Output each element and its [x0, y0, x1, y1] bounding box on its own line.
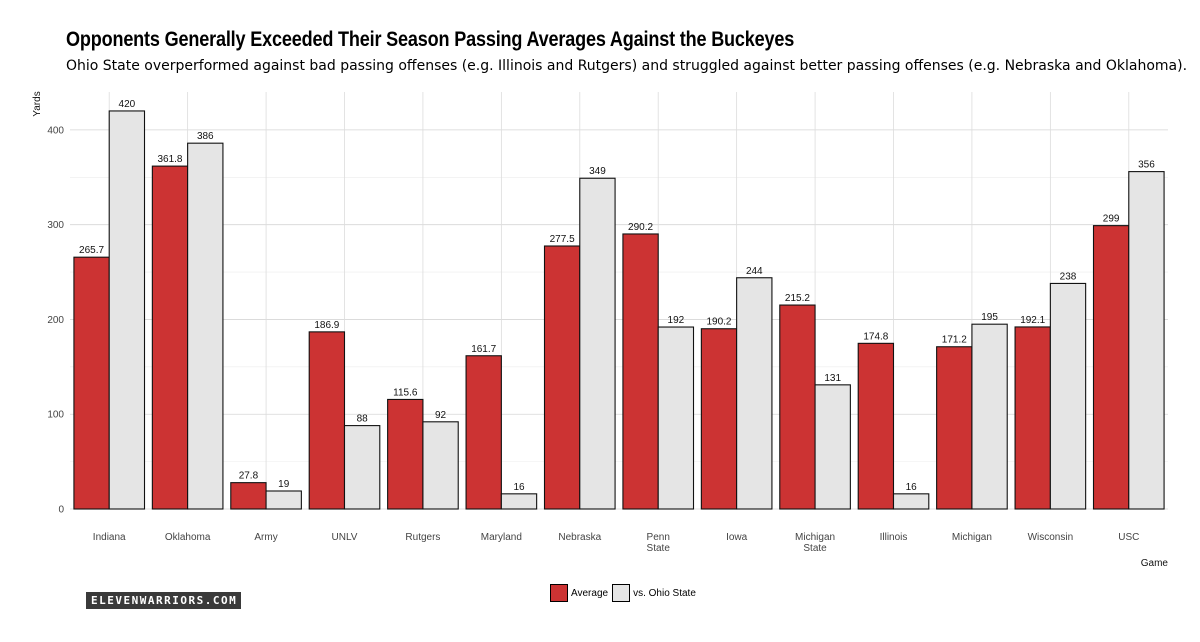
x-tick-label: Michigan: [795, 532, 835, 543]
legend-swatch-average: [550, 584, 568, 602]
data-label-vs-ohio-state: 420: [119, 99, 136, 110]
data-label-average: 161.7: [471, 344, 496, 355]
data-label-average: 27.8: [239, 471, 259, 482]
bar-average: [936, 346, 973, 510]
data-label-vs-ohio-state: 192: [668, 315, 685, 326]
bar-vs-ohio-state: [736, 277, 773, 510]
x-tick-label: Maryland: [481, 532, 522, 543]
bar-vs-ohio-state: [187, 142, 224, 510]
data-label-vs-ohio-state: 386: [197, 131, 214, 142]
data-label-average: 115.6: [393, 387, 418, 398]
bar-average: [779, 304, 816, 510]
bar-vs-ohio-state: [265, 490, 302, 510]
data-label-average: 277.5: [550, 234, 575, 245]
bar-average: [73, 256, 110, 510]
data-label-vs-ohio-state: 16: [906, 482, 918, 493]
bar-average: [1092, 225, 1130, 510]
bar-average: [543, 245, 581, 510]
x-tick-label: Indiana: [93, 532, 126, 543]
data-label-vs-ohio-state: 195: [981, 312, 998, 323]
bar-vs-ohio-state: [657, 326, 695, 510]
data-label-vs-ohio-state: 244: [746, 266, 763, 277]
bar-average: [387, 398, 424, 510]
bar-vs-ohio-state: [500, 493, 538, 510]
bar-vs-ohio-state: [971, 323, 1008, 510]
y-tick-label: 0: [58, 505, 64, 516]
bar-average: [700, 328, 738, 510]
chart-subtitle: Ohio State overperformed against bad pas…: [66, 58, 1188, 74]
x-tick-label: Wisconsin: [1028, 532, 1074, 543]
bar-vs-ohio-state: [579, 177, 616, 510]
legend-swatch-vs-ohio-state: [612, 584, 631, 602]
data-label-average: 215.2: [785, 293, 810, 304]
data-label-average: 361.8: [157, 154, 182, 165]
bar-vs-ohio-state: [343, 425, 381, 510]
bar-average: [857, 342, 895, 510]
data-label-average: 265.7: [79, 245, 104, 256]
bar-vs-ohio-state: [1049, 282, 1087, 510]
bar-average: [622, 233, 659, 510]
x-tick-label: Illinois: [880, 532, 908, 543]
legend-label-average: Average: [571, 587, 609, 599]
data-label-average: 174.8: [863, 331, 888, 342]
x-tick-label: UNLV: [332, 532, 358, 543]
data-label-vs-ohio-state: 92: [435, 410, 447, 421]
y-tick-label: 200: [47, 315, 64, 326]
x-tick-label: USC: [1118, 532, 1139, 543]
bar-average: [230, 482, 267, 510]
data-label-vs-ohio-state: 238: [1060, 271, 1077, 282]
data-label-vs-ohio-state: 356: [1138, 160, 1155, 171]
bar-average: [1014, 326, 1051, 510]
bar-vs-ohio-state: [814, 384, 851, 510]
data-label-vs-ohio-state: 349: [589, 166, 606, 177]
bar-vs-ohio-state: [1128, 171, 1165, 510]
data-label-average: 290.2: [628, 222, 653, 233]
data-label-average: 299: [1103, 214, 1120, 225]
y-tick-label: 100: [47, 410, 64, 421]
x-tick-label: State: [803, 543, 827, 554]
data-label-vs-ohio-state: 88: [357, 414, 369, 425]
x-tick-label: State: [647, 543, 671, 554]
y-tick-label: 300: [47, 220, 64, 231]
x-tick-label: Rutgers: [405, 532, 440, 543]
elevenwarriors-logo: ELEVENWARRIORS.COM: [86, 592, 242, 609]
legend-item-vs-ohio-state: vs. Ohio State: [612, 584, 696, 602]
x-axis-title: Game: [1141, 558, 1169, 569]
bar-average: [465, 355, 502, 510]
bar-average: [308, 331, 346, 510]
data-label-vs-ohio-state: 19: [278, 479, 290, 490]
bar-average: [151, 165, 189, 510]
x-tick-label: Penn: [647, 532, 670, 543]
data-label-vs-ohio-state: 16: [513, 482, 525, 493]
x-tick-label: Oklahoma: [165, 532, 211, 543]
x-tick-label: Army: [254, 532, 277, 543]
data-label-average: 186.9: [314, 320, 339, 331]
y-tick-label: 400: [47, 125, 64, 136]
x-tick-label: Michigan: [952, 532, 992, 543]
data-label-average: 192.1: [1020, 315, 1045, 326]
data-label-average: 190.2: [706, 317, 731, 328]
x-tick-label: Iowa: [726, 532, 748, 543]
bar-vs-ohio-state: [422, 421, 459, 510]
data-label-vs-ohio-state: 131: [824, 373, 841, 384]
legend-label-vs-ohio-state: vs. Ohio State: [633, 587, 696, 599]
legend: Average vs. Ohio State: [550, 584, 700, 602]
bar-vs-ohio-state: [892, 493, 930, 510]
legend-item-average: Average: [550, 584, 608, 602]
x-tick-label: Nebraska: [558, 532, 601, 543]
bar-vs-ohio-state: [108, 110, 146, 510]
data-label-average: 171.2: [942, 335, 967, 346]
chart-title: Opponents Generally Exceeded Their Seaso…: [66, 28, 795, 51]
y-axis-title: Yards: [32, 91, 43, 116]
